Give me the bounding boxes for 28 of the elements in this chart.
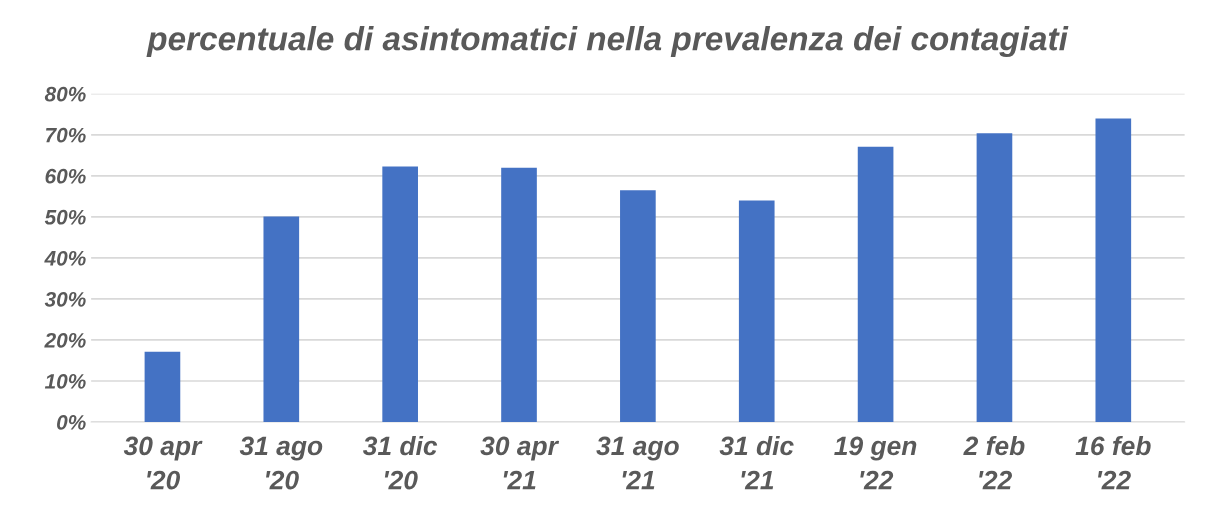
bar <box>1095 118 1132 423</box>
x-tick-label: 2 feb '22 <box>963 435 1025 490</box>
y-tick-label: 80% <box>44 86 86 102</box>
bar <box>263 216 300 423</box>
x-tick-label: 16 feb '22 <box>1075 435 1151 490</box>
y-tick-label: 60% <box>45 168 86 184</box>
y-tick-label: 30% <box>44 291 86 307</box>
x-tick-label: 30 apr '20 <box>123 436 203 490</box>
bar <box>620 190 656 423</box>
x-tick-label: 30 apr '21 <box>480 436 560 490</box>
x-tick-label: 31 ago '21 <box>596 436 679 490</box>
bar <box>382 166 418 423</box>
y-tick-label: 50% <box>44 209 86 225</box>
y-tick-label: 10% <box>44 373 86 389</box>
bar <box>738 200 775 423</box>
x-tick-label: 31 ago '20 <box>239 436 323 490</box>
y-tick-label: 40% <box>44 250 86 266</box>
bar <box>857 146 894 423</box>
x-tick-label: 31 dic '20 <box>362 435 438 490</box>
y-tick-label: 20% <box>44 332 86 348</box>
chart-title: percentuale di asintomatici nella prevalenza dei contagiati <box>146 26 1069 58</box>
y-tick-label: 70% <box>46 127 86 143</box>
bar <box>976 133 1013 423</box>
x-tick-label: 19 gen '22 <box>834 436 917 490</box>
bar <box>501 167 537 423</box>
bar <box>144 351 181 423</box>
x-tick-label: 31 dic '21 <box>719 435 794 490</box>
y-tick-label: 0% <box>57 415 86 430</box>
